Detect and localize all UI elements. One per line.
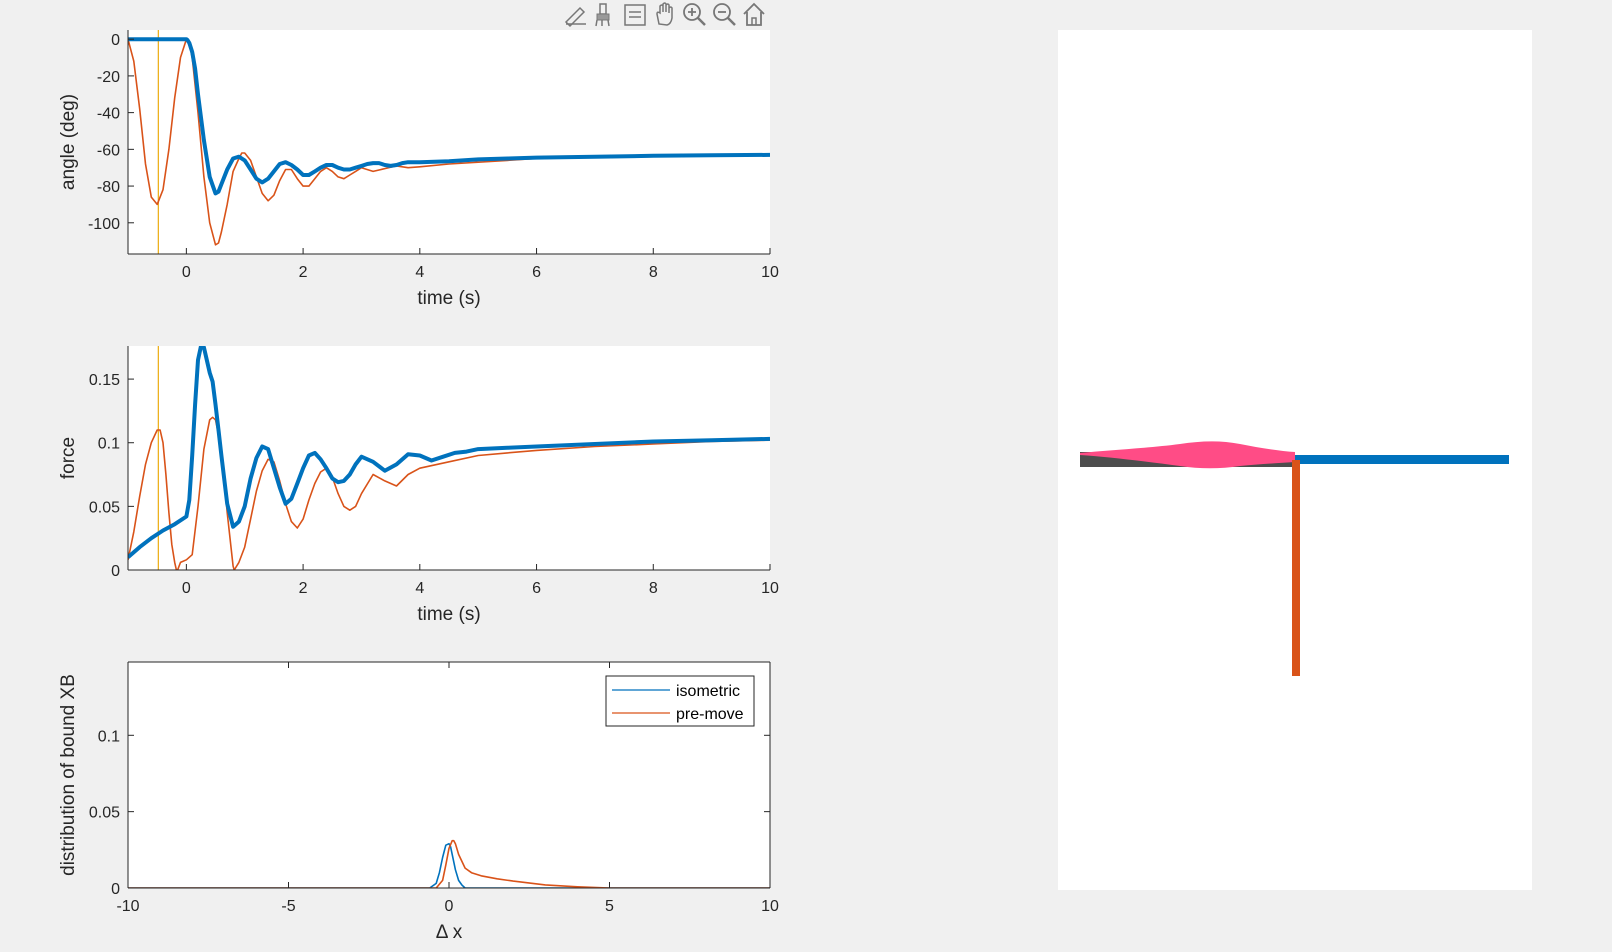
plot-area[interactable] [128, 30, 770, 254]
x-tick-label: 0 [445, 898, 454, 915]
y-tick-label: 0 [111, 563, 120, 580]
x-tick-label: 6 [532, 264, 541, 281]
premove-series-line [128, 839, 770, 888]
isometric-arm [1295, 455, 1509, 464]
legend-label-premove: pre-move [676, 706, 744, 723]
brush-icon[interactable] [595, 3, 610, 27]
home-icon[interactable] [743, 2, 765, 26]
y-tick-label: 0.15 [89, 372, 120, 389]
y-tick-label: -80 [97, 179, 120, 196]
x-tick-label: 5 [605, 898, 614, 915]
plot-lines [128, 346, 770, 570]
y-tick-label: -60 [97, 142, 120, 159]
premove-series-line [128, 416, 770, 570]
x-axis-label: Δ x [436, 922, 463, 943]
zoom-out-icon[interactable] [713, 3, 736, 26]
y-axis-label: force [58, 437, 79, 479]
x-axis-label: time (s) [417, 288, 480, 309]
zoom-in-icon[interactable] [683, 3, 706, 26]
legend[interactable]: isometric pre-move [605, 675, 755, 727]
legend-label-isometric: isometric [676, 683, 740, 700]
y-axis-label: distribution of bound XB [58, 674, 79, 876]
pan-icon[interactable] [656, 2, 673, 26]
edit-plot-icon[interactable] [564, 6, 586, 28]
premove-arm [1292, 460, 1300, 676]
y-tick-label: -40 [97, 106, 120, 123]
y-tick-label: 0.05 [89, 805, 120, 822]
force-axes: 0 2 4 6 8 10 0 0.05 0.1 0.15 time (s) force [58, 346, 779, 625]
isometric-series-line [128, 346, 770, 559]
y-tick-label: 0.1 [98, 728, 120, 745]
x-tick-label: 2 [299, 580, 308, 597]
isometric-series-line [128, 37, 770, 196]
x-tick-label: -5 [281, 898, 295, 915]
x-tick-label: 4 [415, 580, 424, 597]
axes-toolbar [564, 2, 765, 28]
x-axis-label: time (s) [417, 604, 480, 625]
y-axis-label: angle (deg) [58, 94, 79, 190]
x-tick-label: -10 [116, 898, 139, 915]
plot-lines [128, 30, 770, 254]
x-tick-label: 0 [182, 264, 191, 281]
muscle-animation-panel [1058, 30, 1532, 890]
distribution-axes: -10 -5 0 5 10 0 0.05 0.1 Δ x distribution of boun… [58, 661, 779, 943]
x-tick-label: 4 [415, 264, 424, 281]
x-tick-label: 10 [761, 580, 779, 597]
y-tick-label: 0.05 [89, 499, 120, 516]
y-tick-label: 0.1 [98, 436, 120, 453]
x-tick-label: 10 [761, 264, 779, 281]
plot-area[interactable] [128, 346, 770, 570]
x-tick-label: 0 [182, 580, 191, 597]
legend-box [605, 675, 755, 727]
x-tick-label: 6 [532, 580, 541, 597]
plot-lines [128, 839, 770, 888]
x-tick-label: 8 [649, 580, 658, 597]
y-tick-label: -20 [97, 69, 120, 86]
y-tick-label: 0 [111, 881, 120, 898]
data-tip-icon[interactable] [624, 4, 646, 26]
x-tick-label: 8 [649, 264, 658, 281]
y-tick-label: 0 [111, 32, 120, 49]
x-tick-label: 2 [299, 264, 308, 281]
muscle-shape [1080, 441, 1295, 469]
y-tick-label: -100 [88, 216, 120, 233]
premove-series-line [128, 38, 770, 246]
x-tick-label: 10 [761, 898, 779, 915]
angle-axes: 0 2 4 6 8 10 0 -20 -40 -60 -80 -100 time (s) angle (d… [58, 30, 779, 309]
